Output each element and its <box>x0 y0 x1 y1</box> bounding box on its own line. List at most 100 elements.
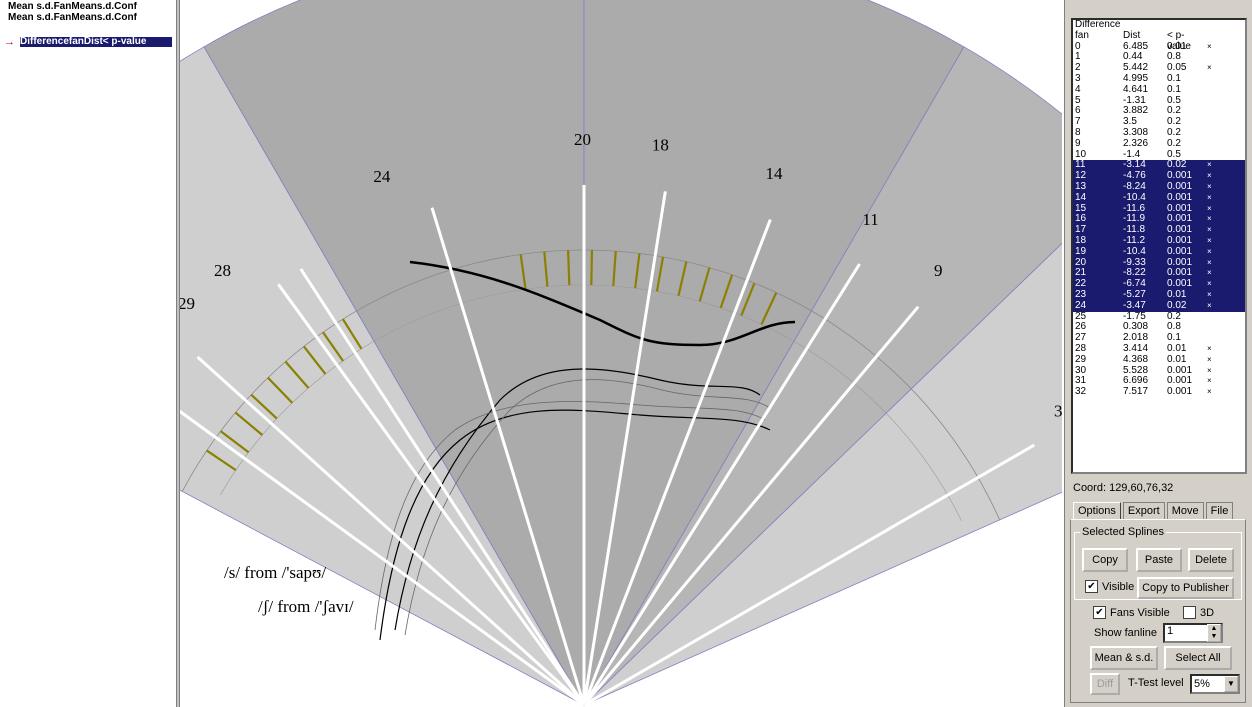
annotation-s: /s/ from /'sapʊ/ <box>224 563 326 582</box>
significance-mark: × <box>1207 204 1227 215</box>
table-row[interactable]: 3 4.995 0.1 <box>1073 74 1245 85</box>
fan-label: 9 <box>934 261 943 280</box>
fans-visible-checkbox[interactable]: ✔ Fans Visible <box>1093 606 1170 619</box>
dist-cell: -10.4 <box>1123 193 1167 204</box>
delete-button[interactable]: Delete <box>1188 548 1234 572</box>
visible-checkbox[interactable]: ✔ Visible <box>1085 580 1134 593</box>
group-title: Selected Splines <box>1080 526 1166 538</box>
dist-cell: 4.641 <box>1123 85 1167 96</box>
significance-mark: × <box>1207 236 1227 247</box>
significance-mark <box>1207 333 1227 344</box>
copy-button[interactable]: Copy <box>1082 548 1128 572</box>
significance-mark: × <box>1207 247 1227 258</box>
fan-label: 24 <box>373 167 391 186</box>
table-row[interactable]: 11 -3.14 0.02 × <box>1073 160 1245 171</box>
table-row[interactable]: 8 3.308 0.2 <box>1073 128 1245 139</box>
table-row[interactable]: 30 5.528 0.001 × <box>1073 366 1245 377</box>
table-row[interactable]: 13 -8.24 0.001 × <box>1073 182 1245 193</box>
significance-mark <box>1207 117 1227 128</box>
table-row[interactable]: 19 -10.4 0.001 × <box>1073 247 1245 258</box>
fans-visible-label: Fans Visible <box>1110 607 1170 619</box>
paste-button[interactable]: Paste <box>1136 548 1182 572</box>
significance-mark <box>1207 85 1227 96</box>
table-row[interactable]: 6 3.882 0.2 <box>1073 106 1245 117</box>
table-row[interactable]: 24 -3.47 0.02 × <box>1073 301 1245 312</box>
table-row[interactable]: 4 4.641 0.1 <box>1073 85 1245 96</box>
table-row[interactable]: 28 3.414 0.01 × <box>1073 344 1245 355</box>
significance-mark <box>1207 96 1227 107</box>
tab-options[interactable]: Options <box>1073 502 1121 520</box>
significance-mark: × <box>1207 301 1227 312</box>
fan-cell: 19 <box>1075 247 1123 258</box>
table-row[interactable]: 2 5.442 0.05 × <box>1073 63 1245 74</box>
table-row[interactable]: 21 -8.22 0.001 × <box>1073 268 1245 279</box>
table-rows: 0 6.485 0.01 × 1 0.44 0.8 2 5.442 0.05 × 3 4.995 0.1 4… <box>1073 42 1245 398</box>
table-row[interactable]: 26 0.308 0.8 <box>1073 322 1245 333</box>
select-all-button[interactable]: Select All <box>1164 646 1232 670</box>
tab-file[interactable]: File <box>1206 502 1234 520</box>
pvalue-cell: 0.001 <box>1167 387 1207 398</box>
table-row[interactable]: 29 4.368 0.01 × <box>1073 355 1245 366</box>
table-row[interactable]: 12 -4.76 0.001 × <box>1073 171 1245 182</box>
mean-sd-button[interactable]: Mean & s.d. <box>1090 646 1158 670</box>
fan-cell: 2 <box>1075 63 1123 74</box>
fan-cell: 3 <box>1075 74 1123 85</box>
fan-cell: 32 <box>1075 387 1123 398</box>
tab-move[interactable]: Move <box>1167 502 1204 520</box>
ttest-level-label: T-Test level <box>1128 677 1184 689</box>
copy-to-publisher-button[interactable]: Copy to Publisher <box>1137 577 1234 599</box>
significance-mark: × <box>1207 279 1227 290</box>
table-row[interactable]: 17 -11.8 0.001 × <box>1073 225 1245 236</box>
table-row[interactable]: 1 0.44 0.8 <box>1073 52 1245 63</box>
significance-mark: × <box>1207 355 1227 366</box>
diff-button[interactable]: Diff <box>1090 673 1120 695</box>
significance-mark: × <box>1207 214 1227 225</box>
significance-mark <box>1207 106 1227 117</box>
table-row[interactable]: 27 2.018 0.1 <box>1073 333 1245 344</box>
table-row[interactable]: 32 7.517 0.001 × <box>1073 387 1245 398</box>
spline-list-panel: Mean s.d.FanMeans.d.Conf Mean s.d.FanMea… <box>0 0 176 707</box>
table-row[interactable]: 22 -6.74 0.001 × <box>1073 279 1245 290</box>
fan-cell: 6 <box>1075 106 1123 117</box>
table-row[interactable]: 23 -5.27 0.01 × <box>1073 290 1245 301</box>
table-row[interactable]: 5 -1.31 0.5 <box>1073 96 1245 107</box>
3d-checkbox[interactable]: 3D <box>1183 606 1214 619</box>
fan-cell: 1 <box>1075 52 1123 63</box>
table-row[interactable]: 10 -1.4 0.5 <box>1073 150 1245 161</box>
spline-list-item[interactable]: Mean s.d.FanMeans.d.Conf <box>8 2 176 12</box>
table-row[interactable]: 9 2.326 0.2 <box>1073 139 1245 150</box>
significance-mark: × <box>1207 387 1227 398</box>
table-row[interactable]: 18 -11.2 0.001 × <box>1073 236 1245 247</box>
table-row[interactable]: 7 3.5 0.2 <box>1073 117 1245 128</box>
fan-label: 29 <box>180 294 195 313</box>
significance-mark: × <box>1207 182 1227 193</box>
significance-mark <box>1207 150 1227 161</box>
table-row[interactable]: 14 -10.4 0.001 × <box>1073 193 1245 204</box>
significance-mark <box>1207 74 1227 85</box>
chevron-down-icon[interactable]: ▼ <box>1224 676 1238 692</box>
difference-table[interactable]: Difference fan Dist < p-value 0 6.485 0.01… <box>1071 18 1247 474</box>
ultrasound-fan-canvas[interactable]: 38352928242018141193/s/ from /'sapʊ//ʃ/ … <box>180 0 1062 707</box>
significance-mark <box>1207 128 1227 139</box>
dist-cell: 7.517 <box>1123 387 1167 398</box>
table-row[interactable]: 0 6.485 0.01 × <box>1073 42 1245 53</box>
table-row[interactable]: 20 -9.33 0.001 × <box>1073 258 1245 269</box>
fan-drawing: 38352928242018141193/s/ from /'sapʊ//ʃ/ … <box>180 0 1062 707</box>
fan-cell: 5 <box>1075 96 1123 107</box>
dist-cell: -10.4 <box>1123 247 1167 258</box>
spinner-arrows-icon[interactable]: ▲ ▼ <box>1207 624 1221 642</box>
significance-mark <box>1207 139 1227 150</box>
checkbox-check-icon: ✔ <box>1093 606 1106 619</box>
table-row[interactable]: 15 -11.6 0.001 × <box>1073 204 1245 215</box>
table-row[interactable]: 16 -11.9 0.001 × <box>1073 214 1245 225</box>
arrow-right-icon: → <box>4 37 15 47</box>
tab-export[interactable]: Export <box>1123 502 1165 520</box>
table-row[interactable]: 31 6.696 0.001 × <box>1073 376 1245 387</box>
spline-list-item[interactable]: Mean s.d.FanMeans.d.Conf <box>8 13 176 23</box>
table-row[interactable]: 25 -1.75 0.2 <box>1073 312 1245 323</box>
significance-mark <box>1207 312 1227 323</box>
pvalue-cell: 0.001 <box>1167 247 1207 258</box>
spline-list-item-selected[interactable]: DifferencefanDist< p-value <box>20 37 172 47</box>
significance-mark: × <box>1207 225 1227 236</box>
significance-mark <box>1207 52 1227 63</box>
